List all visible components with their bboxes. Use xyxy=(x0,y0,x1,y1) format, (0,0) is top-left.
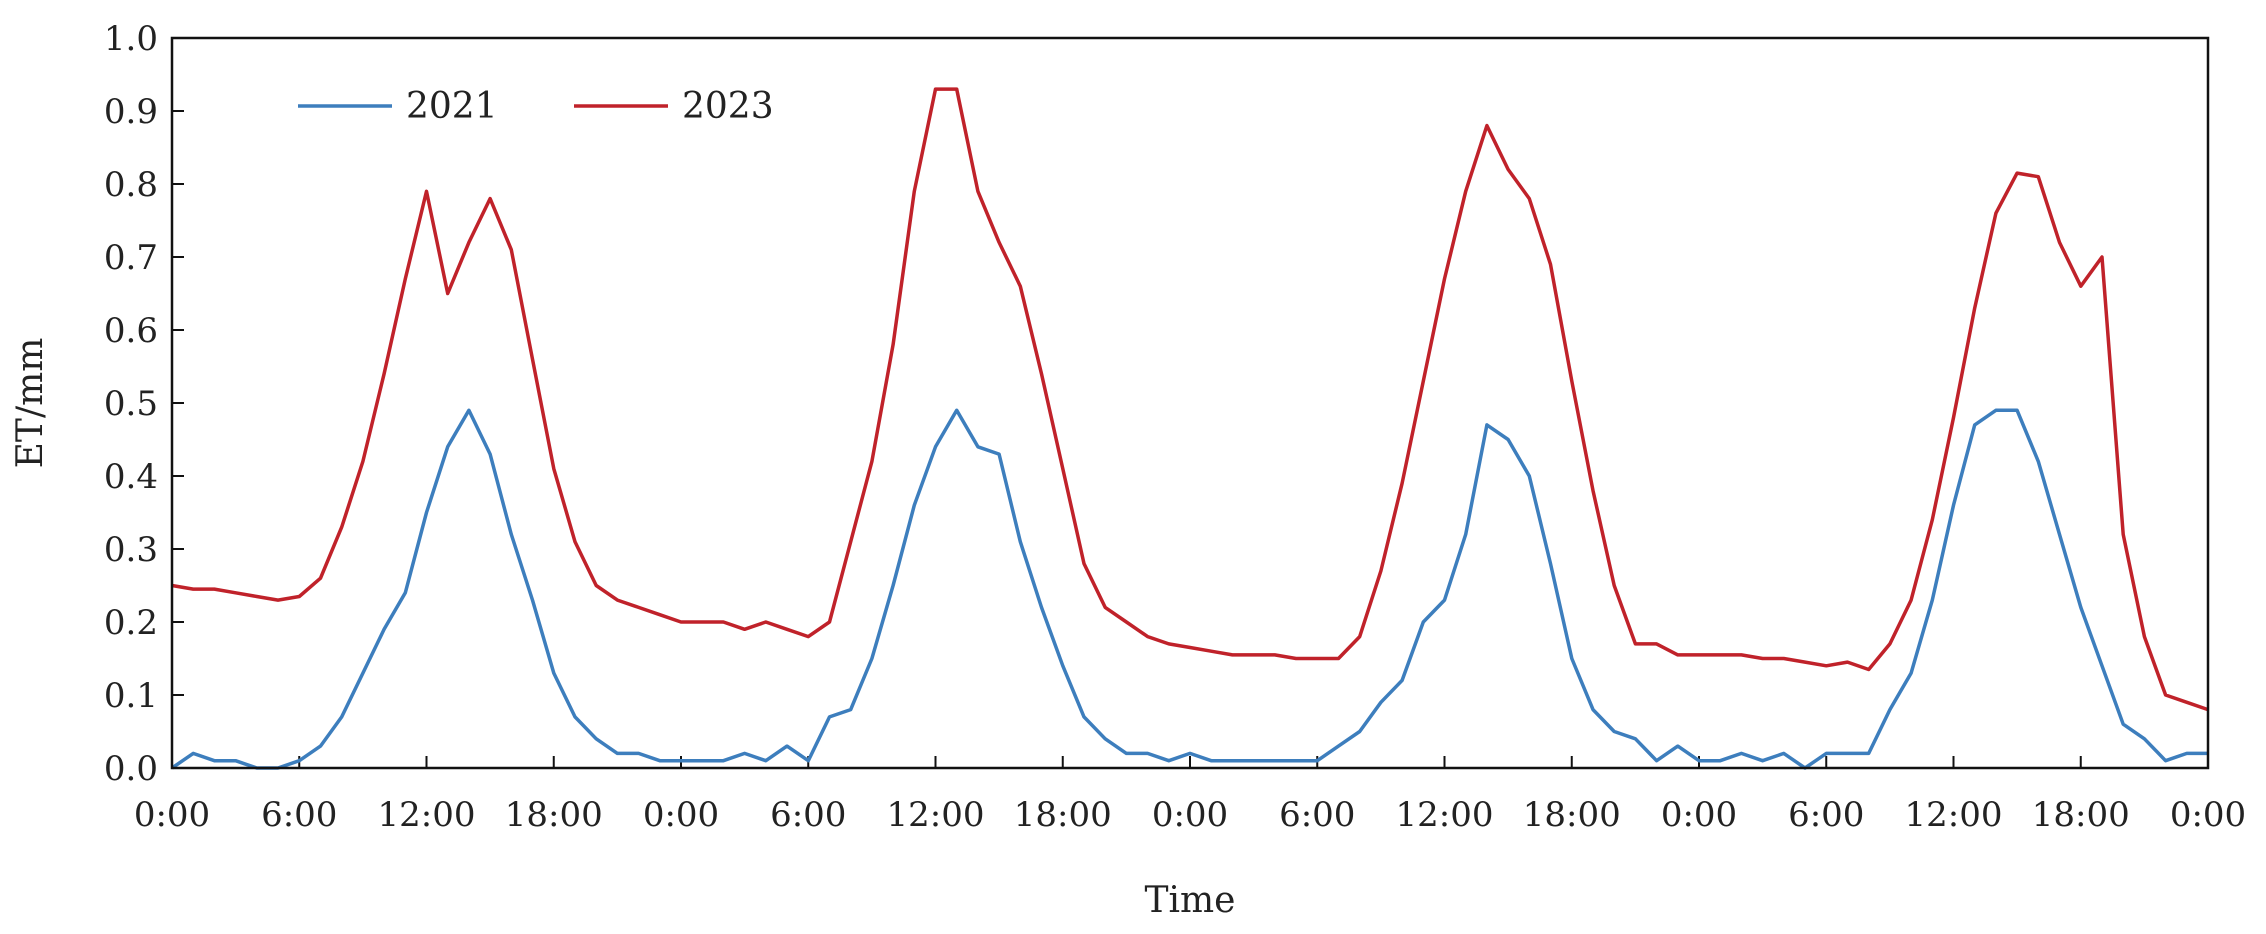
x-tick-label: 0:00 xyxy=(643,795,719,835)
legend: 2021 2023 xyxy=(298,86,774,127)
y-tick-label: 0.5 xyxy=(104,384,158,424)
x-tick-label: 6:00 xyxy=(1279,795,1355,835)
y-tick-label: 0.2 xyxy=(104,603,158,643)
y-tick-label: 1.0 xyxy=(104,19,158,59)
x-tick-label: 12:00 xyxy=(1905,795,2003,835)
plot-frame xyxy=(170,36,2210,770)
x-tick-label: 12:00 xyxy=(887,795,985,835)
x-tick-label: 0:00 xyxy=(1661,795,1737,835)
y-axis-title: ET/mm xyxy=(10,338,51,469)
y-axis-ticks: 0.0 0.1 0.2 0.3 0.4 0.5 0.6 0.7 0.8 0.9 1.0 xyxy=(104,19,184,789)
x-tick-label: 6:00 xyxy=(261,795,337,835)
y-tick-label: 0.6 xyxy=(104,311,158,351)
legend-label-2021: 2021 xyxy=(406,86,498,127)
x-tick-label: 6:00 xyxy=(770,795,846,835)
x-tick-label: 18:00 xyxy=(2032,795,2130,835)
x-axis-ticks: 0:00 6:00 12:00 18:00 0:00 6:00 12:00 18:00 0:00… xyxy=(134,756,2246,835)
x-tick-label: 18:00 xyxy=(1523,795,1621,835)
x-tick-label: 12:00 xyxy=(1396,795,1494,835)
x-tick-label: 0:00 xyxy=(1152,795,1228,835)
legend-label-2023: 2023 xyxy=(682,86,774,127)
series-line-2023 xyxy=(171,87,2209,712)
x-tick-label: 18:00 xyxy=(1014,795,1112,835)
y-tick-label: 0.3 xyxy=(104,530,158,570)
series-layer xyxy=(171,87,2209,770)
x-tick-label: 0:00 xyxy=(2170,795,2246,835)
x-tick-label: 6:00 xyxy=(1788,795,1864,835)
x-axis-title: Time xyxy=(1145,880,1236,921)
x-tick-label: 0:00 xyxy=(134,795,210,835)
y-tick-label: 0.8 xyxy=(104,165,158,205)
y-tick-label: 0.1 xyxy=(104,676,158,716)
y-tick-label: 0.4 xyxy=(104,457,158,497)
y-tick-label: 0.0 xyxy=(104,749,158,789)
series-line-2021 xyxy=(171,408,2208,770)
x-tick-label: 18:00 xyxy=(505,795,603,835)
x-tick-label: 12:00 xyxy=(378,795,476,835)
y-tick-label: 0.7 xyxy=(104,238,158,278)
y-tick-label: 0.9 xyxy=(104,92,158,132)
